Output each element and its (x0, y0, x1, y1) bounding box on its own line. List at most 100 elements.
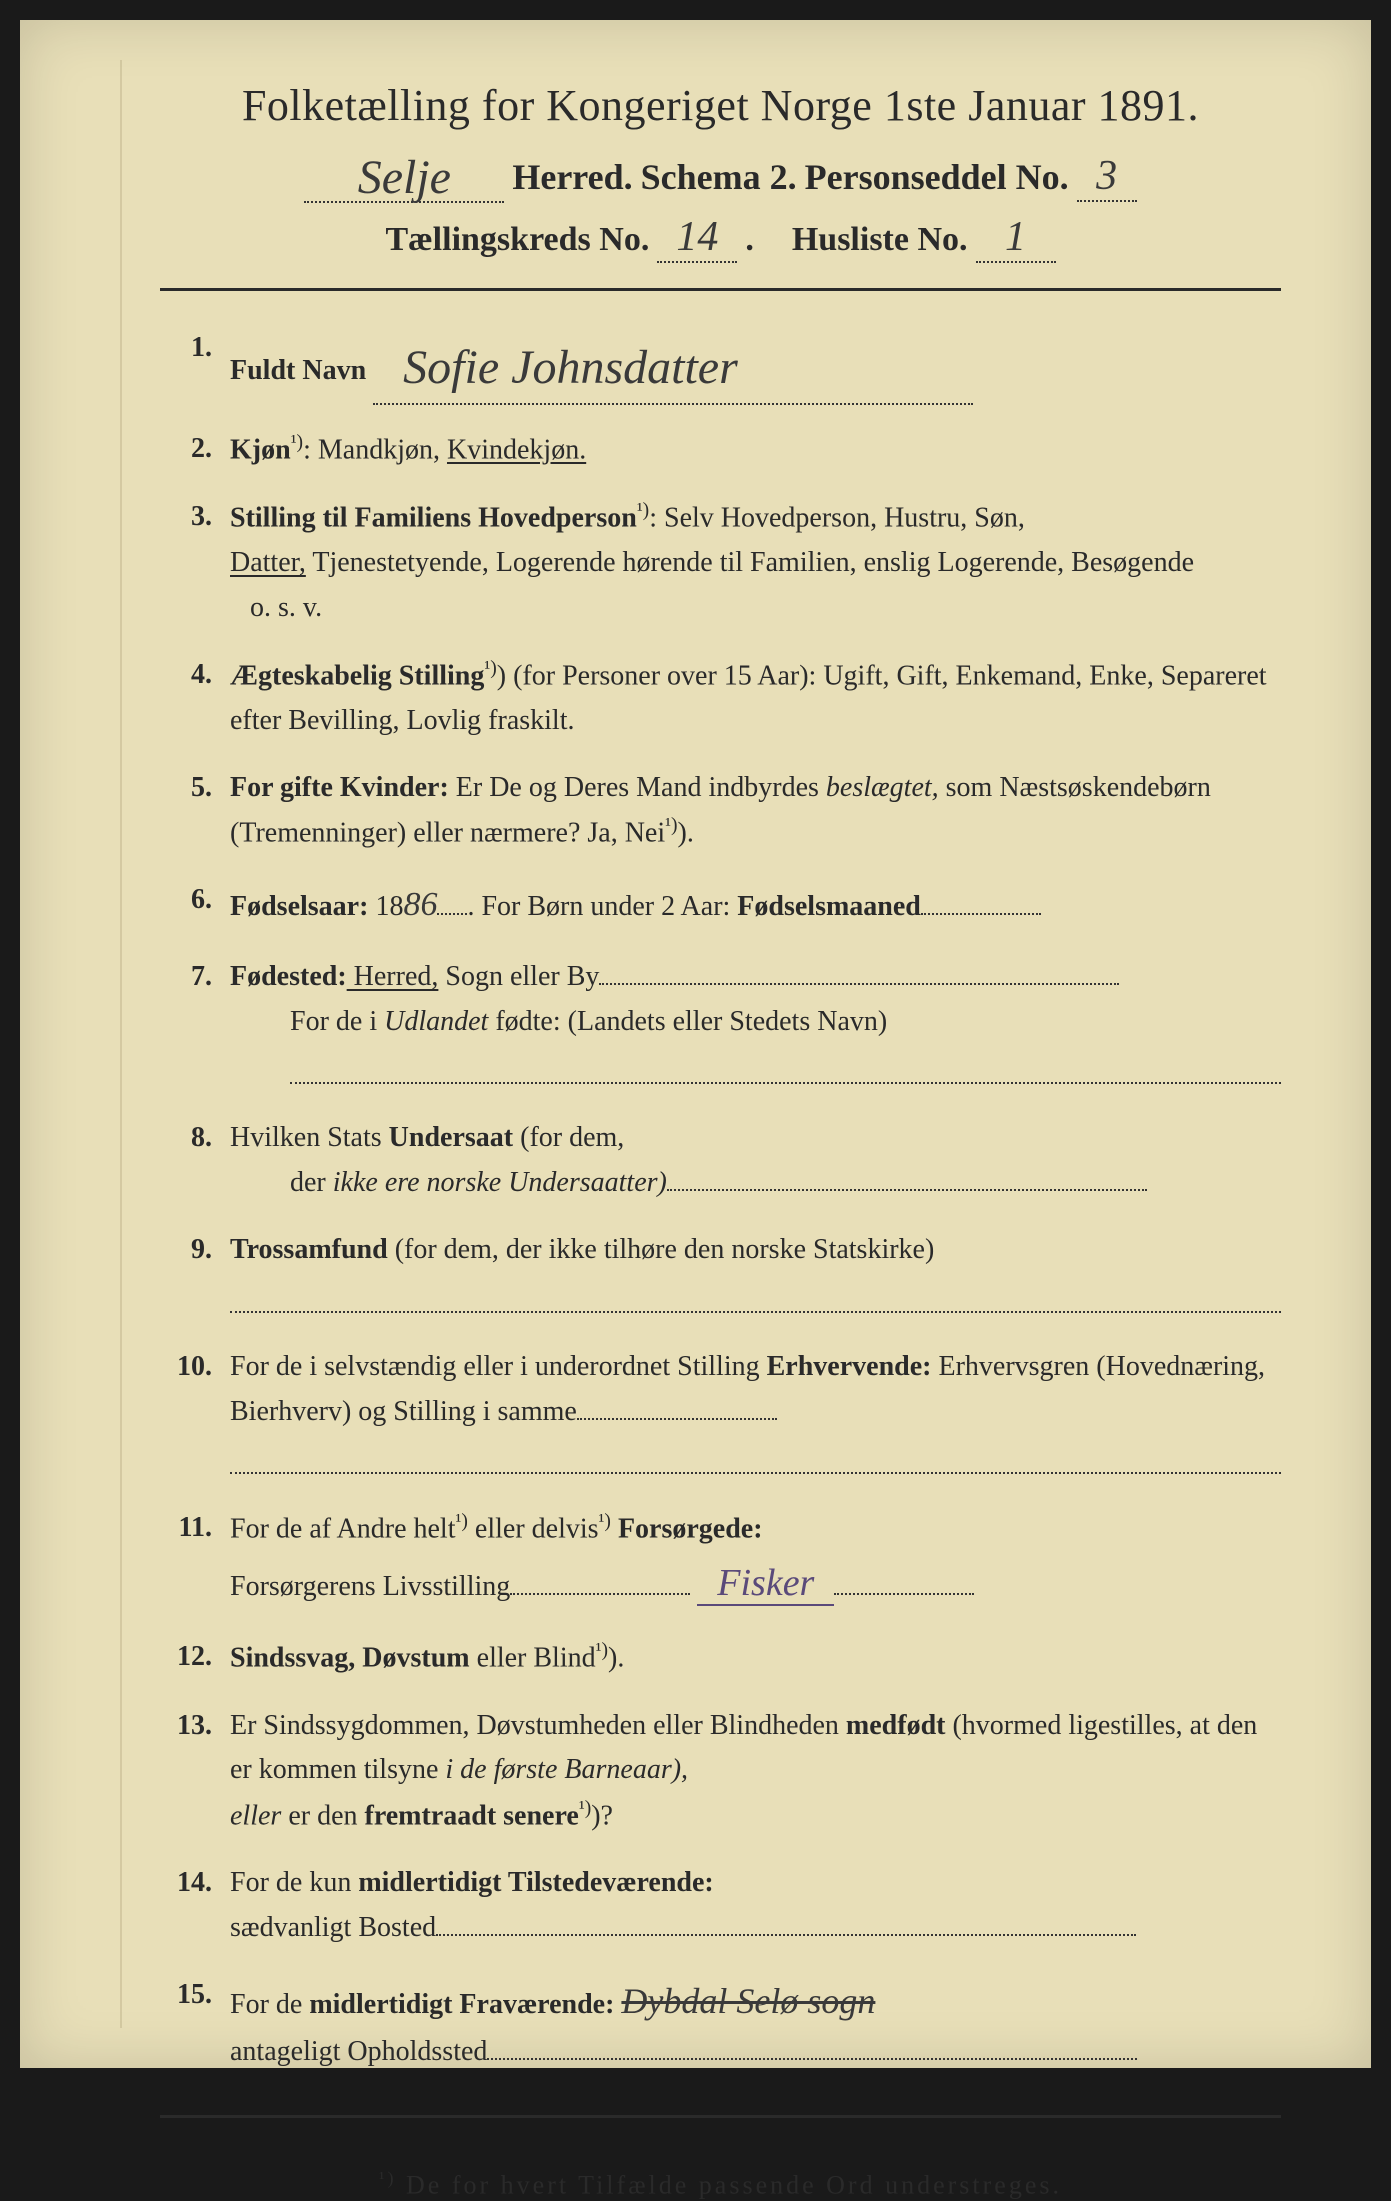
item-11: 11. For de af Andre helt¹) eller delvis¹… (170, 1506, 1281, 1613)
census-form-page: Folketælling for Kongeriget Norge 1ste J… (20, 20, 1371, 2068)
item-8: 8. Hvilken Stats Undersaat (for dem, der… (170, 1116, 1281, 1206)
q3-text3: o. s. v. (230, 592, 322, 623)
husliste-label: Husliste No. (792, 221, 968, 259)
item-3-num: 3. (170, 495, 230, 631)
q5-text: Er De og Deres Mand indbyrdes (449, 772, 826, 803)
q8-text1: Hvilken Stats (230, 1122, 389, 1153)
item-9: 9. Trossamfund (for dem, der ikke tilhør… (170, 1228, 1281, 1323)
q6-label: Fødselsaar: (230, 891, 368, 922)
item-2-num: 2. (170, 427, 230, 473)
q14-label: midlertidigt Tilstedeværende: (358, 1867, 713, 1898)
q15-text1: For de (230, 1989, 309, 2020)
q7-label: Fødested: (230, 961, 347, 992)
form-title: Folketælling for Kongeriget Norge 1ste J… (160, 80, 1281, 131)
item-14: 14. For de kun midlertidigt Tilstedevære… (170, 1861, 1281, 1951)
item-12: 12. Sindssvag, Døvstum eller Blind¹)). (170, 1635, 1281, 1681)
q8-text2: (for dem, (513, 1122, 624, 1153)
form-header: Folketælling for Kongeriget Norge 1ste J… (160, 80, 1281, 263)
taellingskreds-value: 14 (676, 214, 718, 260)
header-divider (160, 288, 1281, 291)
q10-text1: For de i selvstændig eller i underordnet… (230, 1351, 767, 1382)
sup-4: ¹) (484, 658, 496, 679)
taellingskreds-field: 14 (657, 213, 737, 263)
q7-text2: For de i (230, 1006, 384, 1037)
q13-text3: er den (281, 1800, 364, 1831)
herred-label: Herred. (512, 156, 632, 198)
q7-text: Sogn eller By (438, 961, 599, 992)
q8-text3: der (230, 1167, 333, 1198)
taellingskreds-label: Tællingskreds No. (385, 221, 649, 259)
schema-label: Schema 2. (641, 156, 797, 198)
husliste-field: 1 (976, 213, 1056, 263)
item-14-content: For de kun midlertidigt Tilstedeværende:… (230, 1861, 1281, 1951)
q3-selected: Datter, (230, 547, 306, 578)
q9-blank-line (230, 1273, 1281, 1313)
q11-value: Fisker (697, 1562, 834, 1606)
q14-text1: For de kun (230, 1867, 358, 1898)
q11-text1: For de af Andre helt (230, 1514, 456, 1545)
q1-label: Fuldt Navn (230, 355, 366, 386)
form-body: 1. Fuldt Navn Sofie Johnsdatter 2. Kjøn¹… (160, 326, 1281, 2075)
item-13: 13. Er Sindssygdommen, Døvstumheden elle… (170, 1704, 1281, 1840)
husliste-value: 1 (1005, 214, 1026, 260)
item-5-num: 5. (170, 766, 230, 857)
name-value: Sofie Johnsdatter (373, 341, 738, 394)
item-12-content: Sindssvag, Døvstum eller Blind¹)). (230, 1635, 1281, 1681)
q2-selected: Kvindekjøn. (447, 434, 586, 465)
sup-2: ¹) (291, 432, 303, 453)
q11-text2: eller delvis (468, 1514, 599, 1545)
item-6-content: Fødselsaar: 1886. For Børn under 2 Aar: … (230, 878, 1281, 932)
q12-text: eller Blind (470, 1643, 596, 1674)
q15-text2: antageligt Opholdssted (230, 2036, 487, 2067)
item-6: 6. Fødselsaar: 1886. For Børn under 2 Aa… (170, 878, 1281, 932)
q7-text3: fødte: (Landets eller Stedets Navn) (488, 1006, 887, 1037)
q10-blank-line (230, 1434, 1281, 1474)
q7-blank-line (290, 1044, 1281, 1084)
item-1: 1. Fuldt Navn Sofie Johnsdatter (170, 326, 1281, 405)
q3-label: Stilling til Familiens Hovedperson (230, 502, 637, 533)
q15-value: Dybdal Selø sogn (621, 1981, 875, 2021)
q6-prefix: 18 (368, 891, 403, 922)
q7-selected: Herred, (347, 961, 439, 992)
q10-label: Erhvervende: (767, 1351, 932, 1382)
footnote-text: De for hvert Tilfælde passende Ord under… (406, 2171, 1062, 2200)
item-1-num: 1. (170, 326, 230, 405)
q13-italic: i de første Barneaar), (445, 1754, 688, 1785)
item-4-content: Ægteskabelig Stilling¹)) (for Personer o… (230, 653, 1281, 744)
q5-italic: beslægtet, (826, 772, 939, 803)
personseddel-value: 3 (1096, 153, 1117, 199)
q9-label: Trossamfund (230, 1234, 388, 1265)
q7-italic: Udlandet (384, 1006, 488, 1037)
q11-label: Forsørgede: (611, 1514, 763, 1545)
item-10: 10. For de i selvstændig eller i underor… (170, 1345, 1281, 1485)
q9-text: (for dem, der ikke tilhøre den norske St… (388, 1234, 935, 1265)
footer-divider (160, 2115, 1281, 2118)
item-14-num: 14. (170, 1861, 230, 1951)
personseddel-label: Personseddel No. (805, 156, 1069, 198)
sup-12: ¹) (596, 1640, 608, 1661)
item-15-content: For de midlertidigt Fraværende: Dybdal S… (230, 1973, 1281, 2075)
q15-label: midlertidigt Fraværende: (309, 1989, 614, 2020)
item-8-num: 8. (170, 1116, 230, 1206)
footnote: ¹) De for hvert Tilfælde passende Ord un… (160, 2168, 1281, 2201)
q2-label: Kjøn (230, 434, 291, 465)
q5-label: For gifte Kvinder: (230, 772, 449, 803)
q4-label: Ægteskabelig Stilling (230, 660, 484, 691)
item-8-content: Hvilken Stats Undersaat (for dem, der ik… (230, 1116, 1281, 1206)
item-13-num: 13. (170, 1704, 230, 1840)
item-15-num: 15. (170, 1973, 230, 2075)
q12-label: Sindssvag, Døvstum (230, 1643, 470, 1674)
q14-text2: sædvanligt Bosted (230, 1912, 436, 1943)
item-9-num: 9. (170, 1228, 230, 1323)
item-5-content: For gifte Kvinder: Er De og Deres Mand i… (230, 766, 1281, 857)
item-7-num: 7. (170, 955, 230, 1095)
q6-label2: Fødselsmaaned (737, 891, 921, 922)
item-12-num: 12. (170, 1635, 230, 1681)
item-10-content: For de i selvstændig eller i underordnet… (230, 1345, 1281, 1485)
herred-field: Selje (304, 146, 504, 203)
q2-text: : Mandkjøn, (303, 434, 447, 465)
item-9-content: Trossamfund (for dem, der ikke tilhøre d… (230, 1228, 1281, 1323)
q13-label: medfødt (846, 1710, 946, 1741)
item-2: 2. Kjøn¹): Mandkjøn, Kvindekjøn. (170, 427, 1281, 473)
item-4-num: 4. (170, 653, 230, 744)
